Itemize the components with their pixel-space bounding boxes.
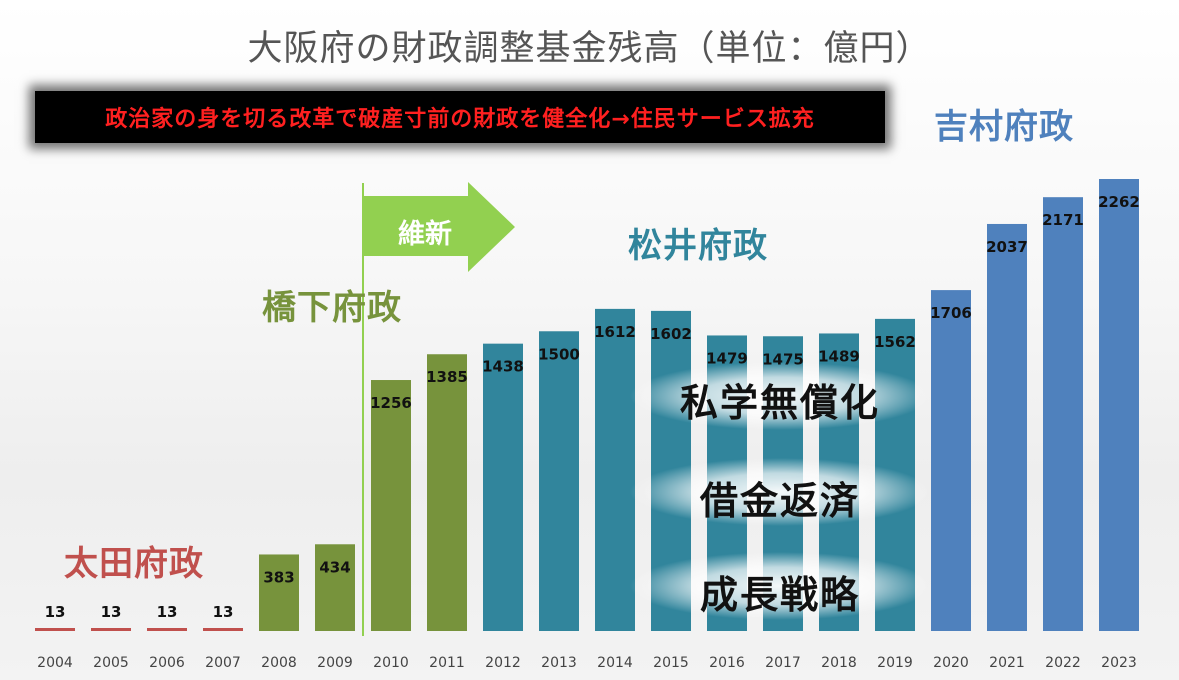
data-label-2008: 383 <box>263 568 294 586</box>
x-tick-2012: 2012 <box>485 655 521 671</box>
x-tick-2016: 2016 <box>709 655 745 671</box>
era-label-matsui: 松井府政 <box>628 226 768 266</box>
bar-2009 <box>315 544 355 631</box>
data-label-2014: 1612 <box>594 323 636 341</box>
bar-2014 <box>595 308 635 631</box>
policy-label-growth: 成長戦略 <box>699 573 860 617</box>
x-tick-2015: 2015 <box>653 655 689 671</box>
data-label-2004: 13 <box>45 603 66 621</box>
bar-2008 <box>259 554 299 631</box>
policy-label-tuition: 私学無償化 <box>679 381 880 425</box>
data-label-2013: 1500 <box>538 345 580 363</box>
x-tick-2007: 2007 <box>205 655 241 671</box>
data-label-2018: 1489 <box>818 347 860 365</box>
data-label-2017: 1475 <box>762 350 804 368</box>
data-label-2005: 13 <box>101 603 122 621</box>
x-tick-2004: 2004 <box>37 655 73 671</box>
policy-glow-1 <box>630 458 930 526</box>
x-tick-2010: 2010 <box>373 655 409 671</box>
x-tick-2022: 2022 <box>1045 655 1081 671</box>
bar-2023 <box>1099 179 1139 631</box>
data-label-2006: 13 <box>157 603 178 621</box>
policy-glow-0 <box>630 362 930 430</box>
policy-glow-2 <box>630 552 930 620</box>
bar-2020 <box>931 290 971 631</box>
x-tick-2011: 2011 <box>429 655 465 671</box>
era-label-hashimoto: 橋下府政 <box>262 288 402 328</box>
x-tick-2014: 2014 <box>597 655 633 671</box>
ishin-arrow-label: 維新 <box>398 219 452 250</box>
bar-2013 <box>539 331 579 631</box>
data-label-2010: 1256 <box>370 394 412 412</box>
x-tick-2023: 2023 <box>1101 655 1137 671</box>
policy-label-debt: 借金返済 <box>699 479 860 523</box>
chart-title: 大阪府の財政調整基金残高（単位：億円） <box>247 29 932 69</box>
era-label-ota: 太田府政 <box>64 544 204 584</box>
bar-2004 <box>35 628 75 631</box>
bar-2010 <box>371 380 411 631</box>
bar-2011 <box>427 354 467 631</box>
x-tick-2009: 2009 <box>317 655 353 671</box>
data-label-2023: 2262 <box>1098 193 1140 211</box>
data-label-2021: 2037 <box>986 238 1028 256</box>
bar-2021 <box>987 223 1027 631</box>
data-label-2007: 13 <box>213 603 234 621</box>
x-tick-2018: 2018 <box>821 655 857 671</box>
data-label-2020: 1706 <box>930 304 972 322</box>
ishin-arrow <box>363 182 515 272</box>
data-label-2015: 1602 <box>650 325 692 343</box>
bar-2006 <box>147 628 187 631</box>
bar-2007 <box>203 628 243 631</box>
x-tick-2017: 2017 <box>765 655 801 671</box>
bar-2012 <box>483 343 523 631</box>
x-tick-2008: 2008 <box>261 655 297 671</box>
data-label-2011: 1385 <box>426 368 468 386</box>
era-label-yoshimura: 吉村府政 <box>934 107 1074 147</box>
data-label-2016: 1479 <box>706 349 748 367</box>
bar-2022 <box>1043 197 1083 632</box>
x-tick-2021: 2021 <box>989 655 1025 671</box>
x-tick-2005: 2005 <box>93 655 129 671</box>
data-label-2022: 2171 <box>1042 211 1084 229</box>
data-label-2019: 1562 <box>874 333 916 351</box>
data-label-2009: 434 <box>319 558 350 576</box>
reform-banner: 政治家の身を切る改革で破産寸前の財政を健全化→住民サービス拡充 <box>35 91 885 143</box>
x-tick-2019: 2019 <box>877 655 913 671</box>
x-tick-2013: 2013 <box>541 655 577 671</box>
bar-2005 <box>91 628 131 631</box>
x-tick-2006: 2006 <box>149 655 185 671</box>
x-tick-2020: 2020 <box>933 655 969 671</box>
data-label-2012: 1438 <box>482 358 524 376</box>
